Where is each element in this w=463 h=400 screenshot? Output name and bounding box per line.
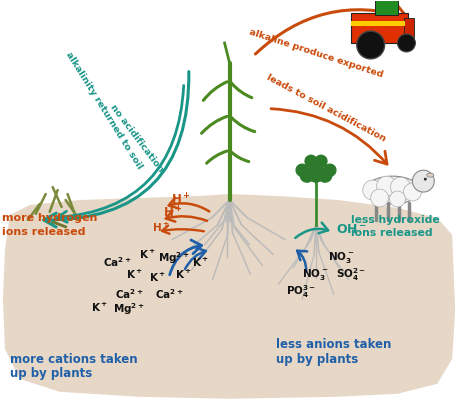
Text: $\mathbf{Ca^{2+}}$: $\mathbf{Ca^{2+}}$	[103, 255, 131, 268]
Circle shape	[424, 178, 427, 181]
Circle shape	[324, 164, 336, 176]
Circle shape	[371, 189, 388, 207]
FancyArrowPatch shape	[297, 251, 307, 272]
Circle shape	[398, 34, 415, 52]
Text: less hydroxide: less hydroxide	[351, 215, 439, 225]
Text: more hydrogen: more hydrogen	[2, 213, 97, 223]
Circle shape	[300, 168, 314, 182]
Bar	[375, 0, 399, 15]
Text: $\mathbf{K^+}$: $\mathbf{K^+}$	[138, 248, 156, 261]
FancyArrowPatch shape	[166, 211, 207, 222]
Circle shape	[357, 31, 385, 59]
Circle shape	[403, 183, 421, 201]
Text: $\mathbf{Ca^{2+}}$: $\mathbf{Ca^{2+}}$	[115, 288, 144, 301]
Bar	[405, 18, 414, 38]
Text: $\mathbf{H^+}$: $\mathbf{H^+}$	[152, 221, 170, 234]
Text: $\mathbf{OH^-}$: $\mathbf{OH^-}$	[336, 223, 367, 236]
FancyArrowPatch shape	[44, 72, 189, 227]
Text: $\mathbf{K^+}$: $\mathbf{K^+}$	[149, 271, 165, 284]
FancyArrowPatch shape	[185, 248, 206, 269]
Ellipse shape	[365, 176, 420, 204]
Circle shape	[305, 155, 317, 167]
Text: ions released: ions released	[2, 227, 86, 237]
Circle shape	[318, 168, 332, 182]
Text: $\mathbf{NO_3^-}$: $\mathbf{NO_3^-}$	[302, 267, 328, 282]
Text: $\mathbf{NO_3^-}$: $\mathbf{NO_3^-}$	[328, 250, 354, 265]
Text: $\mathbf{K^+}$: $\mathbf{K^+}$	[126, 268, 143, 281]
FancyArrowPatch shape	[169, 240, 201, 275]
Circle shape	[309, 168, 323, 182]
Circle shape	[296, 164, 308, 176]
Text: leads to soil acidification: leads to soil acidification	[265, 73, 387, 144]
Text: alkaline produce exported: alkaline produce exported	[248, 27, 384, 79]
Circle shape	[391, 177, 410, 197]
Text: no acidification: no acidification	[109, 103, 165, 174]
FancyArrowPatch shape	[295, 222, 328, 238]
Text: $\mathbf{H^+}$: $\mathbf{H^+}$	[163, 205, 183, 220]
FancyArrowPatch shape	[256, 6, 407, 54]
Text: up by plants: up by plants	[10, 368, 92, 380]
Text: $\mathbf{Mg^{2+}}$: $\mathbf{Mg^{2+}}$	[113, 302, 145, 317]
Text: $\mathbf{PO_4^{3-}}$: $\mathbf{PO_4^{3-}}$	[286, 283, 316, 300]
Circle shape	[315, 155, 327, 167]
Circle shape	[413, 170, 434, 192]
Text: $\mathbf{Ca^{2+}}$: $\mathbf{Ca^{2+}}$	[155, 288, 183, 301]
Text: more cations taken: more cations taken	[10, 352, 138, 366]
Polygon shape	[3, 194, 455, 399]
FancyArrowPatch shape	[162, 226, 204, 234]
Circle shape	[389, 191, 406, 207]
Text: alkalinity returned to soil: alkalinity returned to soil	[64, 50, 144, 171]
Text: $\mathbf{Mg^{2+}}$: $\mathbf{Mg^{2+}}$	[158, 250, 190, 266]
Circle shape	[363, 180, 382, 200]
Text: up by plants: up by plants	[276, 352, 358, 366]
Circle shape	[309, 159, 323, 173]
Ellipse shape	[427, 173, 434, 177]
FancyArrowPatch shape	[169, 198, 209, 212]
Text: $\mathbf{K^+}$: $\mathbf{K^+}$	[175, 268, 192, 281]
Text: $\mathbf{K^+}$: $\mathbf{K^+}$	[91, 301, 108, 314]
Text: $\mathbf{SO_4^{2-}}$: $\mathbf{SO_4^{2-}}$	[336, 266, 366, 283]
FancyArrowPatch shape	[57, 86, 184, 222]
Bar	[351, 13, 408, 43]
Circle shape	[376, 176, 396, 196]
Text: ions released: ions released	[351, 228, 432, 238]
Text: $\mathbf{K^+}$: $\mathbf{K^+}$	[192, 256, 209, 269]
Text: less anions taken: less anions taken	[276, 338, 392, 350]
Text: $\mathbf{H^+}$: $\mathbf{H^+}$	[171, 192, 191, 208]
Bar	[351, 21, 406, 26]
FancyArrowPatch shape	[271, 109, 387, 164]
